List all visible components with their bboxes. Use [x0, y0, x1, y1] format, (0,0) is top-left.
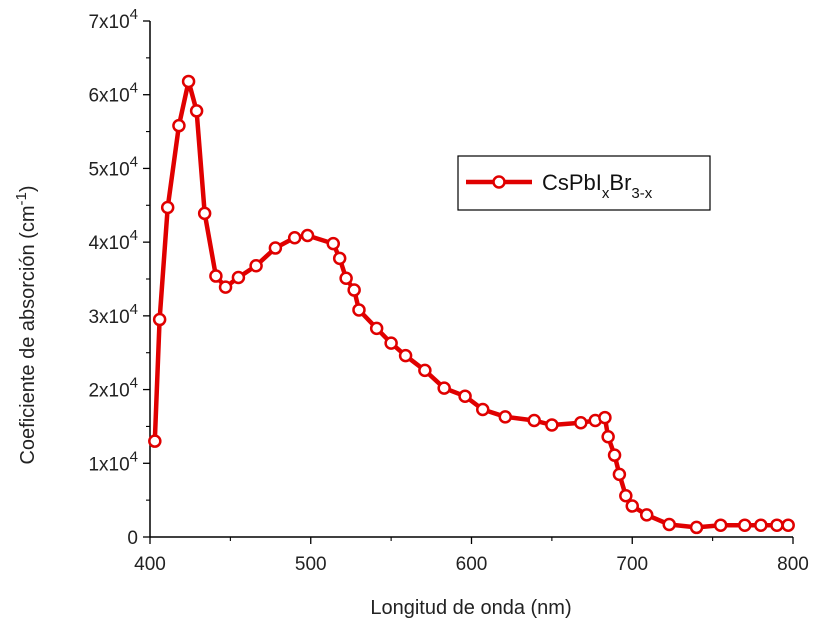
- y-tick-exponent: 4: [130, 153, 138, 170]
- data-point: [339, 271, 353, 286]
- data-point: [369, 321, 384, 336]
- data-point: [639, 508, 654, 522]
- data-point: [398, 348, 413, 363]
- x-axis-ticks: 400 500 600 700 800: [134, 537, 809, 575]
- data-point: [218, 280, 233, 294]
- series-line: [152, 79, 789, 530]
- data-point: [738, 518, 752, 532]
- data-point: [601, 429, 615, 444]
- y-tick-exponent: 4: [130, 375, 138, 392]
- y-tick-label: 2x104: [88, 375, 138, 402]
- y-tick-exponent: 4: [130, 80, 138, 97]
- data-point: [689, 520, 704, 535]
- data-point: [754, 518, 768, 532]
- data-point: [574, 415, 588, 430]
- data-point: [476, 402, 490, 417]
- x-axis-title: Longitud de onda (nm): [370, 597, 571, 619]
- legend-label-subscript: 3-x: [631, 185, 652, 202]
- data-point: [662, 517, 676, 532]
- y-tick-mantissa: 0: [127, 528, 138, 549]
- data-point: [437, 381, 451, 395]
- legend-marker: [492, 175, 506, 189]
- axes: [149, 21, 793, 538]
- y-tick-mantissa: 2x10: [88, 381, 129, 402]
- data-point: [612, 467, 627, 482]
- data-point: [619, 488, 633, 503]
- y-tick-label: 5x104: [88, 153, 138, 180]
- y-tick-exponent: 4: [130, 301, 138, 318]
- y-tick-mantissa: 7x10: [88, 12, 129, 33]
- data-point: [189, 104, 204, 118]
- data-point: [287, 230, 302, 245]
- data-point: [781, 518, 795, 532]
- y-tick-mantissa: 5x10: [88, 159, 129, 180]
- data-point: [268, 241, 283, 255]
- data-point: [152, 312, 167, 327]
- y-tick-label: 1x104: [88, 448, 138, 475]
- data-point: [148, 434, 162, 448]
- data-point: [300, 228, 315, 243]
- legend-label: CsPbIxBr3-x: [542, 170, 653, 202]
- data-point: [231, 270, 246, 285]
- data-point: [209, 269, 223, 283]
- y-tick-exponent: 4: [130, 227, 138, 244]
- series-group: [148, 74, 795, 535]
- data-point: [527, 413, 541, 428]
- x-tick-label: 400: [134, 554, 166, 575]
- data-point: [181, 74, 196, 89]
- y-axis-title-close: ): [17, 185, 39, 192]
- data-point: [160, 200, 175, 215]
- y-axis-title-main: Coeficiente de absorción (cm: [17, 206, 39, 465]
- legend-label-subscript: x: [602, 185, 610, 202]
- legend-label-part: CsPbI: [542, 170, 602, 195]
- y-tick-label: 6x104: [88, 80, 138, 107]
- data-point: [352, 303, 366, 317]
- data-point: [418, 363, 432, 378]
- data-point: [607, 448, 622, 462]
- data-point: [713, 518, 728, 532]
- y-tick-mantissa: 1x10: [88, 454, 129, 475]
- legend-label-part: Br: [609, 170, 631, 195]
- data-point: [598, 410, 612, 425]
- x-tick-label: 500: [295, 554, 327, 575]
- x-tick-label: 700: [616, 554, 648, 575]
- data-point: [197, 206, 212, 221]
- data-point: [332, 251, 347, 266]
- y-tick-exponent: 4: [130, 448, 138, 465]
- data-point: [249, 258, 263, 273]
- data-point: [625, 499, 639, 513]
- x-tick-label: 600: [456, 554, 488, 575]
- y-tick-mantissa: 4x10: [88, 233, 129, 254]
- data-point: [498, 410, 513, 424]
- y-tick-exponent: 4: [130, 6, 138, 23]
- data-point: [770, 518, 784, 532]
- data-point: [384, 336, 398, 350]
- data-point: [458, 389, 472, 403]
- y-tick-label: 4x104: [88, 227, 138, 254]
- data-point: [326, 236, 341, 251]
- data-point: [347, 283, 361, 297]
- data-point: [545, 418, 559, 432]
- legend: CsPbIxBr3-x: [457, 155, 711, 211]
- y-tick-label: 7x104: [88, 6, 138, 33]
- y-axis-title-superscript: -1: [13, 192, 30, 205]
- y-tick-label: 3x104: [88, 301, 138, 328]
- x-tick-label: 800: [777, 554, 809, 575]
- y-tick-mantissa: 6x10: [88, 86, 129, 107]
- y-tick-label: 0: [127, 528, 138, 549]
- data-point: [172, 118, 186, 133]
- y-axis-title: Coeficiente de absorción (cm-1): [13, 185, 39, 464]
- y-tick-mantissa: 3x10: [88, 307, 129, 328]
